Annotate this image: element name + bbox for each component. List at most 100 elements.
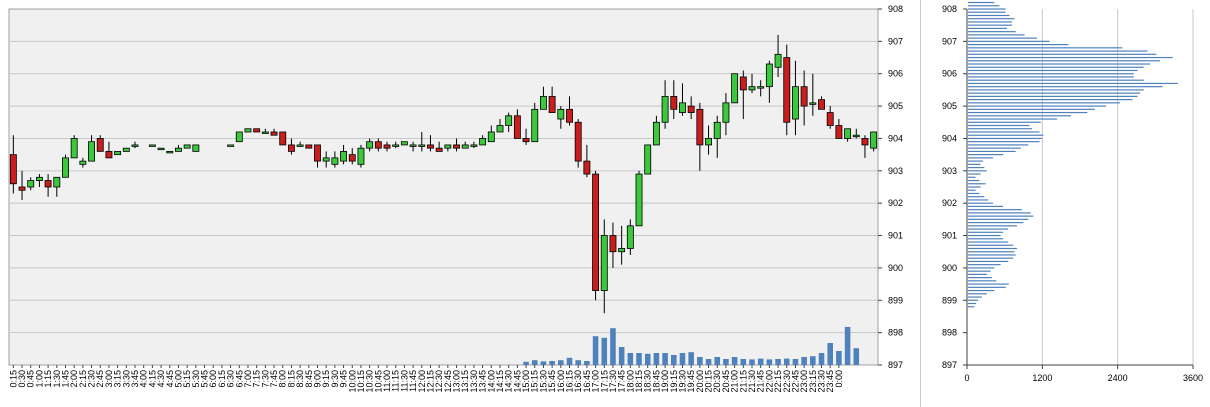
profile-bar bbox=[968, 205, 1004, 208]
profile-bar bbox=[968, 254, 1016, 256]
x-tick-label: 14:15 bbox=[495, 370, 505, 393]
candle-body bbox=[479, 138, 487, 146]
volume-bar bbox=[688, 352, 694, 365]
candle-body bbox=[114, 150, 122, 156]
x-tick-label: 13:00 bbox=[452, 370, 462, 393]
volume-bar bbox=[749, 359, 755, 365]
candle-body bbox=[461, 144, 469, 149]
candle-body bbox=[70, 138, 78, 159]
x-tick-label: 23:15 bbox=[808, 370, 818, 393]
volume-bar bbox=[566, 357, 573, 365]
profile-bar bbox=[968, 283, 1009, 285]
profile-bar bbox=[968, 189, 976, 191]
x-tick-label: 8:15 bbox=[286, 370, 296, 388]
volume-bar bbox=[757, 358, 764, 365]
profile-bar bbox=[968, 44, 1069, 46]
profile-bar bbox=[968, 79, 1144, 81]
x-tick-label: 12:30 bbox=[434, 370, 444, 393]
x-tick-label: 13:30 bbox=[469, 370, 479, 393]
x-tick-label: 20:15 bbox=[704, 370, 714, 393]
y-tick-label: 897 bbox=[888, 360, 903, 370]
volume-bar bbox=[827, 343, 833, 365]
candle-body bbox=[774, 53, 782, 68]
candle-body bbox=[409, 144, 417, 147]
x-tick-label: 5:00 bbox=[173, 370, 183, 388]
x-tick-label: 6:45 bbox=[234, 370, 244, 388]
candle-body bbox=[175, 147, 182, 152]
price-chart: 897 898 899 900 901 902 903 904 905 906 907 908 0:15… bbox=[8, 4, 903, 393]
volume-bar bbox=[584, 361, 590, 365]
profile-bar bbox=[968, 183, 986, 185]
candle-body bbox=[618, 248, 626, 253]
volume-bar bbox=[627, 353, 634, 365]
profile-bar bbox=[968, 267, 995, 269]
candle-body bbox=[96, 138, 104, 152]
candle-body bbox=[661, 95, 669, 123]
profile-bar bbox=[968, 66, 1144, 68]
volume-bar bbox=[714, 357, 721, 365]
x-tick-label: 22:30 bbox=[782, 370, 792, 393]
candle-body bbox=[679, 102, 686, 113]
x-tick-label: 2:15 bbox=[78, 370, 88, 388]
candle-body bbox=[314, 144, 321, 162]
y-tick-label: 902 bbox=[888, 198, 903, 208]
x-tick-label: 2400 bbox=[1108, 373, 1128, 383]
x-tick-label: 18:30 bbox=[643, 370, 653, 393]
candle-body bbox=[705, 138, 712, 146]
candle-body bbox=[870, 131, 878, 149]
profile-bar bbox=[968, 76, 1134, 78]
profile-bar bbox=[968, 302, 977, 305]
candle-body bbox=[826, 112, 834, 126]
candle-body bbox=[44, 180, 52, 188]
candle-body bbox=[244, 128, 252, 133]
volume-bar bbox=[610, 328, 616, 365]
volume-bar bbox=[592, 336, 599, 365]
x-tick-label: 3600 bbox=[1183, 373, 1203, 383]
candle-body bbox=[635, 173, 643, 227]
profile-bar bbox=[968, 238, 1004, 240]
profile-bar bbox=[968, 202, 994, 204]
x-tick-label: 2:30 bbox=[87, 370, 97, 388]
x-tick-label: 14:30 bbox=[504, 370, 514, 393]
x-tick-label: 2:45 bbox=[95, 370, 105, 388]
x-tick-label: 7:45 bbox=[269, 370, 279, 388]
candle-body bbox=[374, 141, 382, 149]
candle-body bbox=[105, 150, 113, 159]
candle-body bbox=[670, 95, 678, 110]
profile-bar bbox=[968, 134, 1044, 136]
volume-bar bbox=[792, 359, 799, 365]
candle-body bbox=[531, 108, 539, 143]
x-tick-label: 22:00 bbox=[764, 370, 774, 393]
candle-body bbox=[696, 108, 704, 146]
candle-body bbox=[366, 141, 374, 149]
candle-body bbox=[652, 121, 660, 146]
x-tick-label: 4:15 bbox=[147, 370, 157, 388]
candle-body bbox=[53, 176, 61, 188]
x-tick-label: 7:00 bbox=[243, 370, 253, 388]
x-tick-label: 3:30 bbox=[121, 370, 131, 388]
y-tick-label: 897 bbox=[942, 360, 957, 370]
candle-body bbox=[270, 131, 278, 136]
profile-bar bbox=[968, 225, 1017, 227]
profile-bar bbox=[968, 137, 1043, 140]
volume-bar bbox=[540, 361, 547, 365]
profile-bar bbox=[968, 222, 1024, 224]
x-tick-label: 18:00 bbox=[625, 370, 635, 393]
candle-body bbox=[296, 144, 304, 147]
candle-body bbox=[88, 141, 95, 162]
x-tick-label: 8:30 bbox=[295, 370, 305, 388]
profile-bar bbox=[968, 157, 994, 159]
candle-body bbox=[444, 144, 452, 149]
x-tick-label: 3:00 bbox=[104, 370, 114, 388]
x-tick-label: 18:15 bbox=[634, 370, 644, 393]
y-tick-label: 903 bbox=[942, 166, 957, 176]
candle-body bbox=[809, 102, 817, 105]
profile-bar bbox=[968, 186, 981, 188]
y-tick-label: 906 bbox=[942, 69, 957, 79]
x-tick-label: 10:30 bbox=[365, 370, 375, 393]
x-tick-label: 6:30 bbox=[226, 370, 236, 388]
volume-bar bbox=[601, 337, 608, 365]
profile-bar bbox=[968, 11, 1006, 13]
profile-bar bbox=[968, 289, 995, 292]
candle-body bbox=[835, 125, 843, 139]
